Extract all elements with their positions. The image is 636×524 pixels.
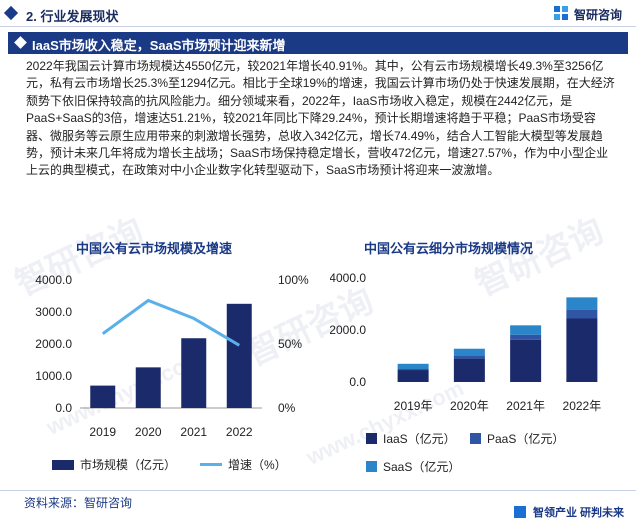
chart2-legend-iaas: IaaS（亿元） — [366, 430, 456, 447]
chart2-legend-saas: SaaS（亿元） — [366, 458, 460, 475]
legend-label-paas: PaaS（亿元） — [487, 432, 565, 446]
page-header: 2. 行业发展现状 — [0, 0, 636, 28]
bar-market-size — [135, 367, 161, 408]
y-left-tick-label: 2000.0 — [35, 337, 72, 351]
footer-brand: 智领产业 研判未来 — [514, 504, 624, 520]
chart1-legend-line: 增速（%） — [200, 456, 287, 473]
bar-paas — [566, 309, 598, 319]
legend-swatch-iaas — [366, 433, 377, 444]
bar-iaas — [566, 318, 598, 382]
x-tick-label: 2020年 — [450, 399, 489, 413]
source-note: 资料来源：智研咨询 — [24, 496, 133, 510]
x-tick-label: 2020 — [135, 425, 162, 439]
y-right-tick-label: 0% — [278, 401, 296, 415]
y-left-tick-label: 3000.0 — [35, 305, 72, 319]
section-title: 2. 行业发展现状 — [26, 9, 119, 24]
chart2-title: 中国公有云细分市场规模情况 — [364, 241, 534, 256]
footer-slogan-2: 研判未来 — [580, 507, 624, 519]
y-left-tick-label: 4000.0 — [35, 273, 72, 287]
x-tick-label: 2021年 — [506, 399, 545, 413]
y-left-tick-label: 0.0 — [55, 401, 72, 415]
header-divider — [0, 26, 636, 27]
footer-divider — [0, 490, 636, 491]
chart1-plot: 0.0 1000.0 2000.0 3000.0 4000.0 0% 50% 100% 2019… — [35, 273, 309, 439]
x-tick-label: 2019年 — [394, 399, 433, 413]
banner-title: IaaS市场收入稳定，SaaS市场预计迎来新增 — [32, 38, 286, 53]
section-banner: IaaS市场收入稳定，SaaS市场预计迎来新增 — [8, 32, 628, 54]
bar-iaas — [510, 339, 542, 382]
footer-slogan-1: 智领产业 — [533, 507, 577, 519]
x-tick-label: 2022年 — [563, 399, 602, 413]
y-tick-label: 0.0 — [349, 375, 366, 389]
legend-label-bar: 市场规模（亿元） — [80, 458, 177, 472]
bar-saas — [510, 325, 542, 335]
legend-swatch-bar — [52, 459, 74, 470]
section-bullet-icon — [3, 5, 19, 21]
chart1-title: 中国公有云市场规模及增速 — [76, 241, 233, 256]
bar-saas — [453, 348, 485, 356]
y-right-tick-label: 100% — [278, 273, 309, 287]
y-left-tick-label: 1000.0 — [35, 369, 72, 383]
bar-paas — [397, 369, 429, 371]
chart2-legend-paas: PaaS（亿元） — [470, 430, 564, 447]
y-right-tick-label: 50% — [278, 337, 302, 351]
legend-swatch-saas — [366, 461, 377, 472]
y-tick-label: 2000.0 — [330, 323, 366, 337]
legend-swatch-paas — [470, 433, 481, 444]
bar-saas — [566, 297, 598, 310]
bar-iaas — [397, 370, 429, 382]
x-tick-label: 2021 — [180, 425, 207, 439]
bar-paas — [510, 334, 542, 340]
bar-paas — [453, 356, 485, 359]
brand-mark-icon — [553, 6, 570, 22]
bar-saas — [397, 363, 429, 369]
bar-market-size — [226, 303, 252, 408]
legend-label-saas: SaaS（亿元） — [383, 460, 461, 474]
legend-label-line: 增速（%） — [228, 458, 287, 472]
x-tick-label: 2019 — [89, 425, 116, 439]
bar-market-size — [181, 338, 207, 408]
brand-name: 智研咨询 — [573, 7, 622, 22]
body-paragraph: 2022年我国云计算市场规模达4550亿元，较2021年增长40.91%。其中，… — [26, 59, 615, 178]
bar-market-size — [90, 385, 116, 408]
legend-swatch-line — [200, 463, 222, 466]
legend-label-iaas: IaaS（亿元） — [383, 432, 456, 446]
growth-rate-line — [101, 298, 241, 347]
chart1-legend-bar: 市场规模（亿元） — [52, 456, 176, 473]
y-tick-label: 4000.0 — [330, 271, 366, 285]
banner-bullet-icon — [14, 36, 27, 49]
bar-iaas — [453, 358, 485, 382]
footer-logo-icon — [514, 506, 526, 518]
x-tick-label: 2022 — [226, 425, 253, 439]
chart2-plot: 0.0 2000.0 4000.0 2019年 2020年 2021年 2022年 — [330, 271, 602, 413]
brand-logo: 智研咨询 — [553, 4, 622, 24]
